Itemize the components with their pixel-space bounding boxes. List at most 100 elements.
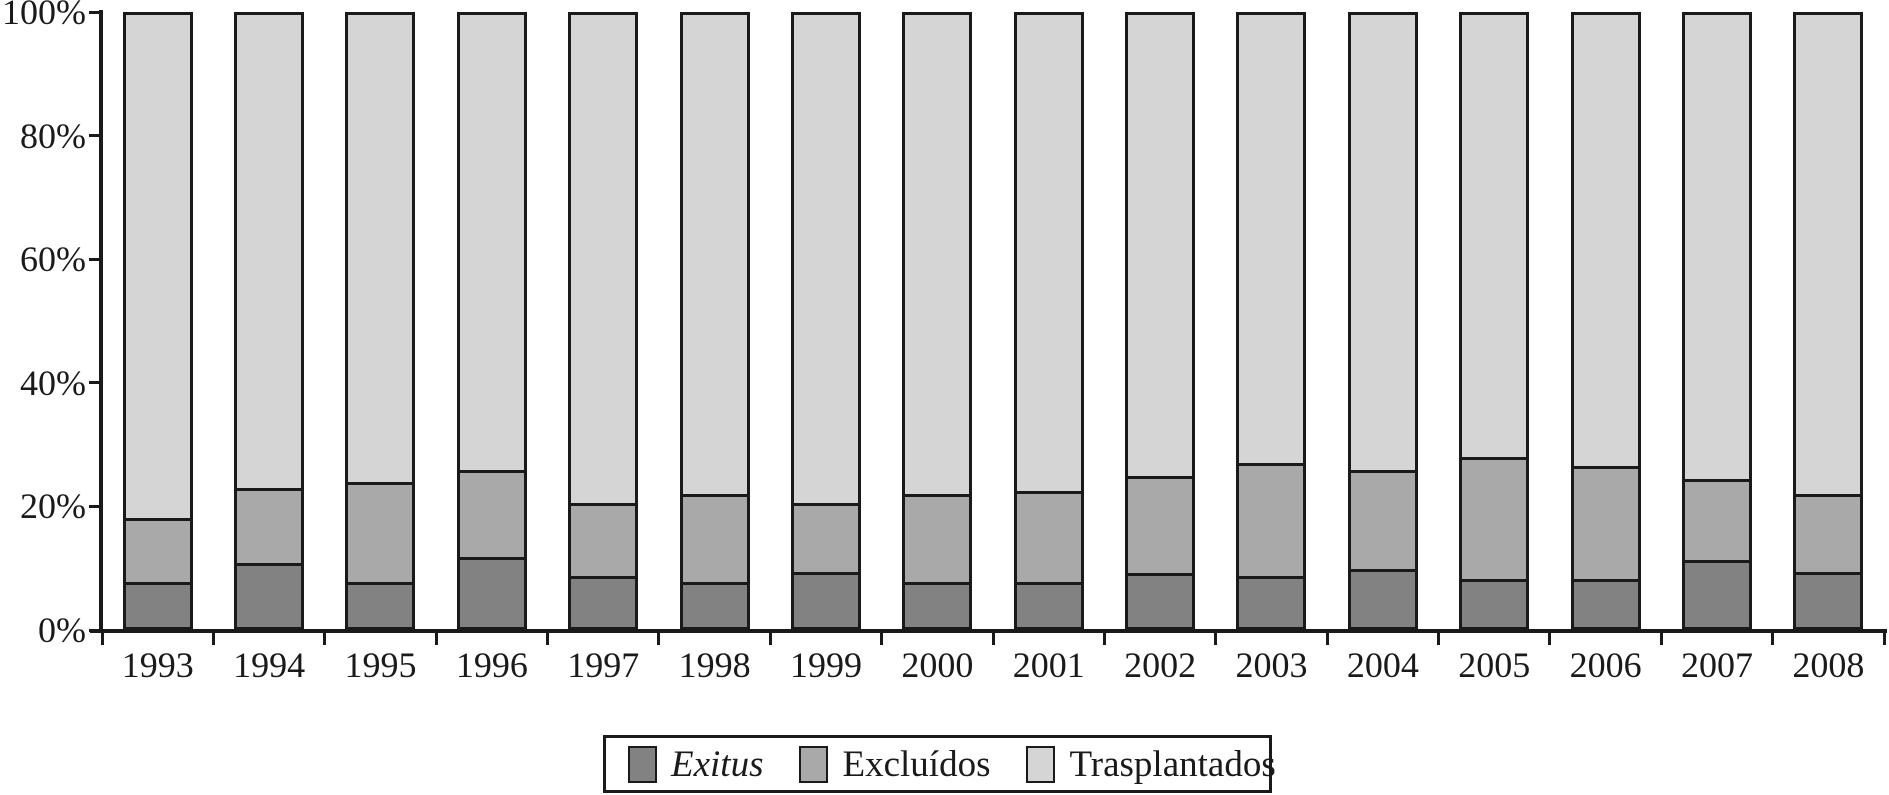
y-tick-label: 80% xyxy=(20,115,86,156)
x-tick-label: 2003 xyxy=(1235,645,1308,685)
x-tick xyxy=(1102,631,1106,645)
bar-group-2002 xyxy=(1125,12,1196,630)
x-tick-label: 2002 xyxy=(1124,645,1197,685)
bar-segment-exitus xyxy=(1350,569,1415,627)
x-tick xyxy=(434,631,438,645)
x-tick-label: 1999 xyxy=(789,645,862,685)
x-tick xyxy=(657,631,661,645)
bar-segment-excluídos xyxy=(459,469,524,558)
x-tick xyxy=(1437,631,1440,645)
bar-segment-excluídos xyxy=(1016,490,1081,582)
bar-segment-trasplantados xyxy=(348,15,413,482)
y-tick xyxy=(89,10,100,14)
bar-segment-exitus xyxy=(1796,572,1861,627)
x-tick xyxy=(1659,631,1663,645)
bar-group-1993 xyxy=(122,12,193,630)
bar-group-2006 xyxy=(1570,12,1641,630)
x-tick xyxy=(991,631,995,645)
bar-segment-exitus xyxy=(1016,581,1081,627)
bar-segment-exitus xyxy=(793,572,858,627)
bar-segment-exitus xyxy=(905,581,970,627)
bar-segment-exitus xyxy=(682,581,747,627)
bar-segment-excluídos xyxy=(1350,469,1415,570)
bar-segment-exitus xyxy=(1128,572,1193,628)
y-tick xyxy=(89,134,100,138)
bar-segment-trasplantados xyxy=(682,15,747,494)
bar-segment-excluídos xyxy=(905,493,970,582)
y-tick-label: 0% xyxy=(38,610,86,650)
bar-group-1994 xyxy=(234,12,305,630)
bar-segment-excluídos xyxy=(1796,493,1861,573)
bar-segment-trasplantados xyxy=(459,15,524,470)
x-tick-label: 2001 xyxy=(1012,645,1085,685)
y-tick-label: 40% xyxy=(20,362,86,403)
bar-segment-exitus xyxy=(237,563,302,627)
x-tick xyxy=(211,631,215,645)
bar-segment-excluídos xyxy=(1128,475,1193,573)
legend-label-excluídos: Excluídos xyxy=(842,743,991,785)
x-tick xyxy=(1882,631,1886,645)
bar-segment-excluídos xyxy=(348,481,413,582)
bar-segment-trasplantados xyxy=(1462,15,1527,458)
chart-legend: Exitus Excluídos Trasplantados xyxy=(603,735,1276,793)
x-tick-label: 1998 xyxy=(678,645,751,685)
x-tick xyxy=(1214,631,1218,645)
bar-group-2001 xyxy=(1013,12,1084,630)
x-tick-label: 2005 xyxy=(1458,645,1531,685)
x-tick-label: 1997 xyxy=(567,645,640,685)
x-tick xyxy=(1771,631,1775,645)
bar-group-2000 xyxy=(902,12,973,630)
bar-segment-excluídos xyxy=(793,502,858,573)
x-tick xyxy=(546,631,549,645)
bar-segment-excluídos xyxy=(1684,478,1749,561)
bar-segment-excluídos xyxy=(1239,463,1304,576)
bar-segment-exitus xyxy=(1239,575,1304,627)
bar-segment-exitus xyxy=(1684,560,1749,627)
bar-group-2003 xyxy=(1236,12,1307,630)
bar-group-1995 xyxy=(345,12,416,630)
y-tick xyxy=(89,504,100,508)
bar-group-2004 xyxy=(1347,12,1418,630)
legend-item-excluídos: Excluídos xyxy=(799,743,991,785)
x-tick xyxy=(1325,631,1329,645)
bar-segment-trasplantados xyxy=(793,15,858,503)
x-tick xyxy=(880,631,884,645)
bar-group-1999 xyxy=(790,12,861,630)
y-tick-label: 100% xyxy=(2,0,86,32)
bar-segment-trasplantados xyxy=(905,15,970,494)
x-tick-label: 2007 xyxy=(1680,645,1753,685)
bar-segment-trasplantados xyxy=(1684,15,1749,479)
bar-segment-trasplantados xyxy=(1239,15,1304,464)
x-tick xyxy=(100,631,104,645)
bar-segment-exitus xyxy=(1462,578,1527,627)
bar-segment-trasplantados xyxy=(237,15,302,488)
bar-segment-trasplantados xyxy=(1796,15,1861,494)
bar-group-2005 xyxy=(1459,12,1530,630)
x-tick-label: 2004 xyxy=(1346,645,1419,685)
x-axis-line xyxy=(90,629,1887,633)
bar-segment-exitus xyxy=(571,575,636,627)
bar-segment-trasplantados xyxy=(1350,15,1415,470)
x-tick-label: 2008 xyxy=(1792,645,1865,685)
y-tick xyxy=(89,257,100,261)
bar-group-2008 xyxy=(1793,12,1864,630)
y-tick-label: 60% xyxy=(20,239,86,280)
legend-swatch-excluídos xyxy=(799,745,829,783)
bar-segment-exitus xyxy=(125,581,190,627)
bar-segment-trasplantados xyxy=(1016,15,1081,491)
bar-segment-excluídos xyxy=(682,493,747,582)
x-tick-label: 1995 xyxy=(344,645,417,685)
x-tick-label: 2000 xyxy=(901,645,974,685)
bar-segment-trasplantados xyxy=(125,15,190,518)
legend-label-trasplantados: Trasplantados xyxy=(1069,743,1276,785)
bar-segment-exitus xyxy=(459,557,524,627)
x-tick xyxy=(1548,631,1552,645)
bar-group-1996 xyxy=(456,12,527,630)
legend-swatch-exitus xyxy=(628,745,657,783)
y-axis-line xyxy=(99,10,103,632)
y-tick xyxy=(89,381,100,385)
y-tick-label: 20% xyxy=(20,486,86,527)
legend-item-exitus: Exitus xyxy=(628,745,763,783)
bar-segment-excluídos xyxy=(571,502,636,576)
